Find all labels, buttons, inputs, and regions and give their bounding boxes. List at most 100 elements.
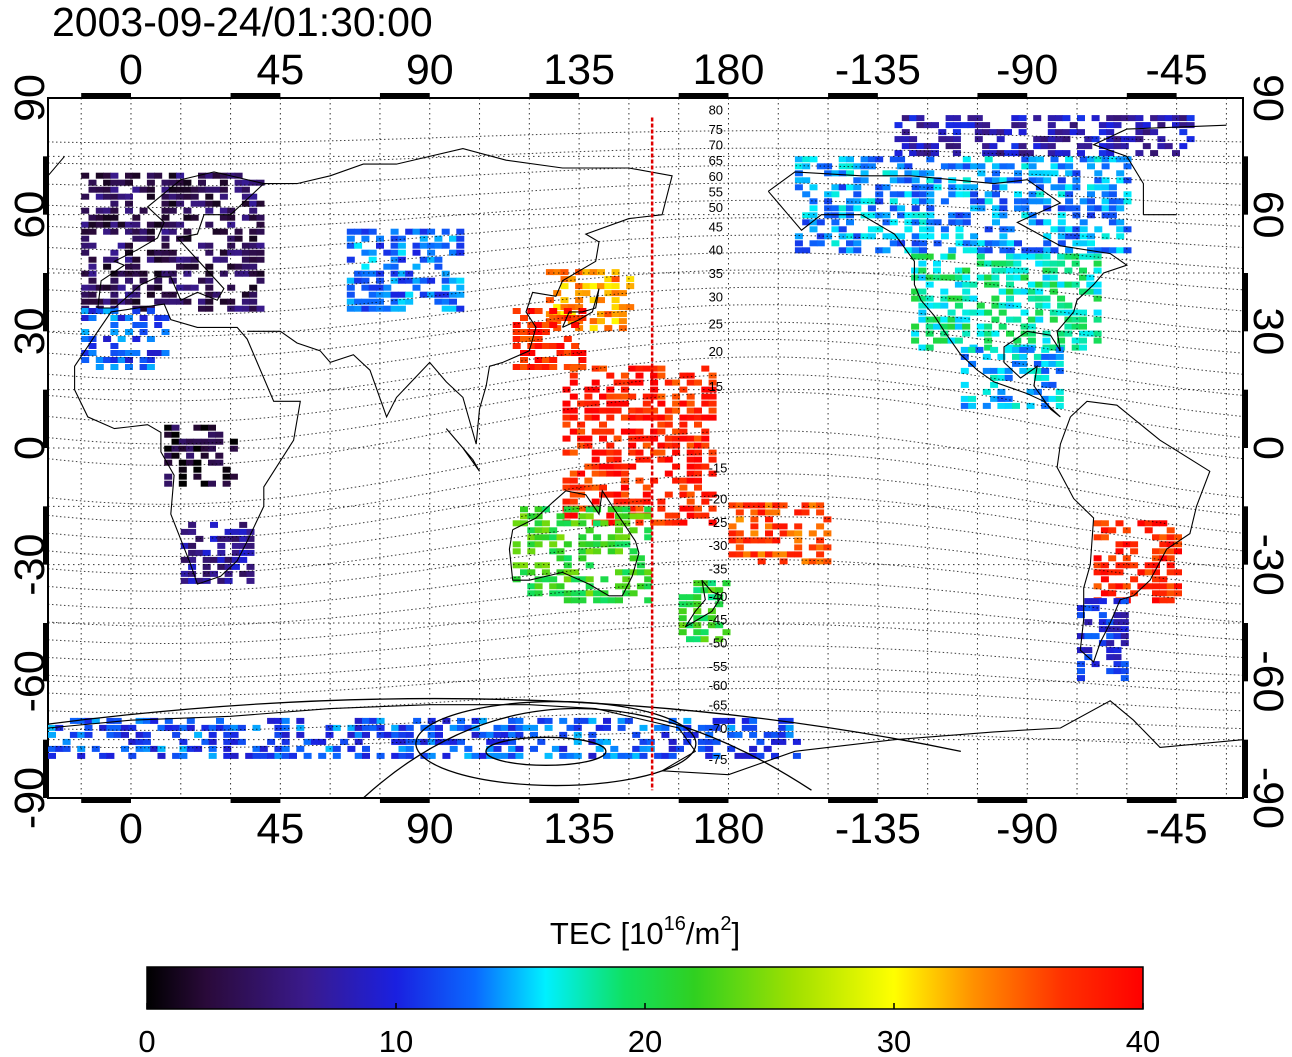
tec-cell	[846, 205, 854, 212]
tec-cell	[1064, 316, 1073, 323]
tec-cell	[701, 400, 710, 407]
tec-cell	[940, 330, 949, 337]
tec-cell	[252, 745, 261, 752]
tec-cell	[88, 350, 97, 356]
tec-cell	[128, 724, 137, 731]
tec-cell	[875, 184, 884, 191]
tec-cell	[1135, 129, 1144, 136]
tec-cell	[575, 304, 584, 311]
tec-cell	[1087, 184, 1095, 191]
tec-cell	[628, 393, 637, 400]
tec-cell	[715, 622, 724, 629]
tec-cell	[125, 221, 133, 228]
tec-cell	[168, 291, 177, 298]
tec-cell	[1142, 122, 1151, 129]
tec-cell	[1087, 198, 1095, 205]
tec-cell	[249, 179, 258, 186]
tec-cell	[1035, 260, 1044, 267]
tec-cell	[239, 542, 248, 549]
tec-cell	[578, 513, 587, 520]
tec-cell	[1101, 233, 1110, 240]
tec-cell	[1100, 534, 1109, 541]
tec-cell	[628, 428, 637, 435]
tec-cell	[1100, 562, 1109, 569]
tec-cell	[390, 228, 399, 235]
tec-cell	[563, 520, 572, 527]
tec-cell	[556, 315, 565, 321]
tec-cell	[1040, 136, 1049, 143]
tec-cell	[1012, 346, 1020, 353]
tec-cell	[644, 527, 653, 534]
contour-label: -50	[709, 635, 728, 650]
tec-cell	[620, 386, 629, 393]
tec-cell	[515, 731, 524, 738]
tec-cell	[867, 226, 876, 233]
tec-cell	[534, 308, 543, 314]
tec-cell	[974, 136, 983, 143]
tec-cell	[559, 752, 568, 759]
tec-cell	[757, 537, 766, 544]
tec-cell	[925, 344, 934, 351]
tec-cell	[549, 576, 558, 583]
right-lat-label: -30	[1244, 534, 1292, 596]
tec-cell	[205, 305, 214, 312]
tec-cell	[1120, 675, 1129, 682]
tec-cell	[954, 267, 963, 274]
tec-cell	[553, 311, 562, 318]
tec-cell	[925, 281, 934, 288]
tec-cell	[940, 288, 949, 295]
tec-cell	[256, 277, 265, 284]
tec-cell	[998, 260, 1007, 267]
tec-cell	[171, 431, 180, 438]
tec-cell	[369, 717, 378, 724]
tec-cell	[427, 724, 436, 731]
tec-cell	[947, 295, 956, 302]
tec-cell	[1035, 295, 1044, 302]
tec-cell	[81, 357, 90, 363]
frame-tick	[1243, 506, 1248, 565]
tec-cell	[176, 186, 185, 193]
colorbar-tick-label: 30	[877, 1024, 911, 1057]
tec-cell	[1035, 302, 1044, 309]
tec-cell	[1018, 122, 1027, 129]
tec-cell	[672, 428, 681, 435]
tec-cell	[274, 745, 283, 752]
tec-cell	[346, 228, 355, 235]
tec-cell	[376, 724, 385, 731]
tec-cell	[593, 590, 602, 597]
tec-cell	[413, 717, 422, 724]
tec-cell	[397, 249, 406, 256]
tec-cell	[146, 291, 155, 298]
tec-cell	[1150, 150, 1159, 157]
tec-cell	[715, 636, 724, 643]
tec-cell	[412, 242, 421, 249]
tec-cell	[794, 163, 803, 170]
tec-cell	[984, 281, 993, 288]
tec-cell	[584, 414, 593, 421]
tec-cell	[139, 315, 148, 321]
tec-cell	[500, 724, 509, 731]
tec-cell	[241, 193, 250, 200]
tec-cell	[103, 186, 112, 193]
tec-cell	[125, 350, 133, 356]
tec-cell	[77, 731, 86, 738]
tec-cell	[569, 484, 578, 491]
tec-cell	[779, 523, 788, 530]
tec-cell	[1006, 226, 1015, 233]
tec-cell	[727, 745, 736, 752]
tec-cell	[1128, 115, 1137, 122]
tec-cell	[249, 242, 258, 249]
tec-cell	[508, 738, 517, 745]
tec-cell	[1093, 267, 1102, 274]
tec-cell	[635, 365, 644, 372]
tec-cell	[1135, 136, 1144, 143]
tec-cell	[846, 170, 854, 177]
tec-cell	[679, 400, 688, 407]
tec-cell	[778, 731, 787, 738]
tec-cell	[183, 228, 192, 235]
tec-cell	[1006, 163, 1015, 170]
tec-cell	[618, 325, 627, 332]
tec-cell	[749, 731, 758, 738]
tec-cell	[249, 228, 258, 235]
